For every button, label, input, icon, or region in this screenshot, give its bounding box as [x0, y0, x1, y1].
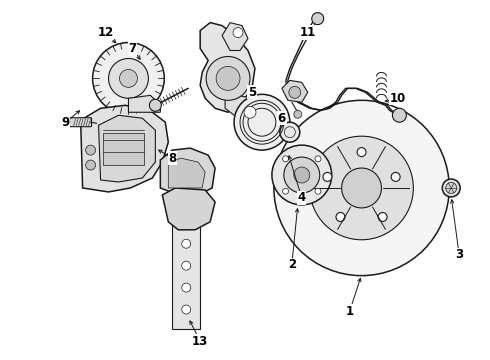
Circle shape [182, 261, 191, 270]
Circle shape [284, 157, 319, 193]
Circle shape [182, 305, 191, 314]
Bar [102, 133, 145, 165]
Circle shape [234, 94, 290, 150]
Circle shape [233, 28, 243, 37]
Text: 2: 2 [288, 258, 296, 271]
Text: 4: 4 [297, 192, 306, 204]
Circle shape [182, 283, 191, 292]
Circle shape [357, 148, 366, 157]
Circle shape [86, 145, 96, 155]
Circle shape [442, 179, 460, 197]
Polygon shape [222, 23, 248, 50]
Text: 6: 6 [278, 112, 286, 125]
Circle shape [310, 136, 414, 240]
Text: 13: 13 [192, 335, 208, 348]
Text: 10: 10 [389, 92, 406, 105]
Polygon shape [282, 80, 308, 102]
Circle shape [283, 156, 289, 162]
Text: 8: 8 [168, 152, 176, 165]
Polygon shape [160, 148, 215, 195]
Circle shape [446, 183, 457, 193]
Circle shape [378, 212, 387, 221]
Circle shape [206, 57, 250, 100]
Circle shape [108, 58, 148, 98]
Text: 11: 11 [299, 26, 316, 39]
Polygon shape [162, 188, 215, 230]
Text: 5: 5 [248, 86, 256, 99]
Circle shape [149, 99, 161, 111]
Circle shape [391, 172, 400, 181]
Circle shape [280, 122, 300, 142]
Circle shape [294, 110, 302, 118]
Circle shape [323, 172, 332, 181]
Circle shape [392, 108, 406, 122]
Polygon shape [128, 95, 160, 112]
Circle shape [315, 188, 321, 194]
Polygon shape [200, 23, 255, 112]
Circle shape [244, 106, 256, 118]
Circle shape [86, 160, 96, 170]
Polygon shape [81, 105, 168, 192]
Circle shape [283, 188, 289, 194]
Circle shape [216, 67, 240, 90]
Circle shape [315, 156, 321, 162]
Text: 12: 12 [98, 26, 114, 39]
Circle shape [336, 212, 345, 221]
Text: 1: 1 [345, 305, 354, 318]
Circle shape [120, 69, 137, 87]
Circle shape [274, 100, 449, 276]
Circle shape [294, 167, 310, 183]
Circle shape [289, 86, 301, 98]
Text: 3: 3 [455, 248, 463, 261]
Circle shape [312, 13, 324, 24]
Text: 7: 7 [128, 42, 137, 55]
Polygon shape [98, 115, 155, 182]
Circle shape [93, 42, 164, 114]
Bar [172, 192, 200, 329]
Polygon shape [225, 95, 258, 122]
Circle shape [342, 168, 382, 208]
Circle shape [272, 145, 332, 205]
Circle shape [182, 239, 191, 248]
Polygon shape [168, 158, 205, 188]
FancyBboxPatch shape [68, 118, 92, 127]
Text: 9: 9 [62, 116, 70, 129]
